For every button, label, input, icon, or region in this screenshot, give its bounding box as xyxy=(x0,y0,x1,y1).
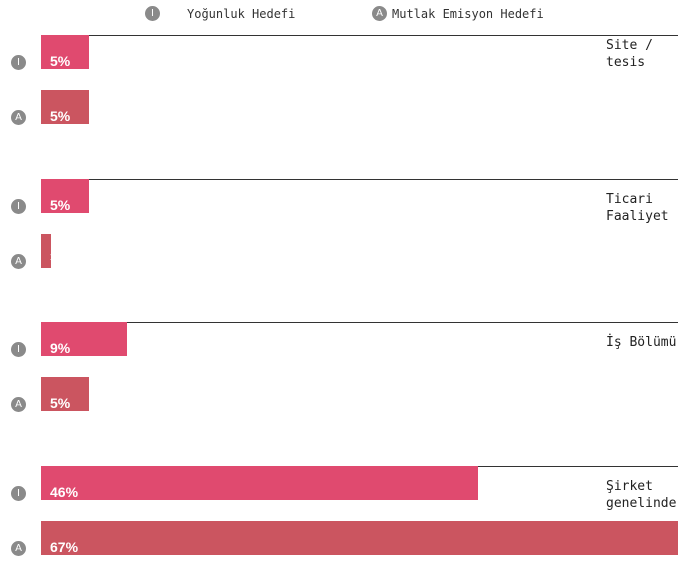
legend-label: Mutlak Emisyon Hedefi xyxy=(392,7,544,21)
value-label: 1% xyxy=(50,251,65,263)
value-label: 5% xyxy=(50,53,71,69)
separator xyxy=(41,178,678,180)
legend-label: Yoğunluk Hedefi xyxy=(187,7,296,21)
series-icon: I xyxy=(11,198,26,214)
series-icon: I xyxy=(11,342,26,357)
category-label: Ticari Faaliyet xyxy=(606,191,669,224)
series-icon: A xyxy=(11,110,26,125)
bar xyxy=(41,35,89,69)
bar xyxy=(41,233,51,268)
value-label: 67% xyxy=(50,538,79,555)
bar xyxy=(41,377,89,411)
legend-icon: I xyxy=(145,6,160,21)
series-icon: I xyxy=(11,485,26,501)
value-label: 9% xyxy=(50,340,71,356)
value-label: 5% xyxy=(50,196,71,213)
bar xyxy=(41,520,678,555)
category-label: Site / tesis xyxy=(606,38,653,70)
separator xyxy=(41,35,678,36)
series-icon: I xyxy=(11,55,26,70)
value-label: 46% xyxy=(50,483,79,500)
value-label: 5% xyxy=(50,395,71,411)
category-label: Şirket genelinde xyxy=(606,478,677,511)
value-label: 5% xyxy=(50,108,71,124)
bar xyxy=(41,178,89,213)
legend-icon: A xyxy=(372,6,387,21)
bar xyxy=(41,90,89,124)
bar xyxy=(41,322,127,356)
separator xyxy=(41,322,678,323)
series-icon: A xyxy=(11,540,26,556)
category-label: İş Bölümü xyxy=(606,335,677,350)
series-icon: A xyxy=(11,253,26,269)
series-icon: A xyxy=(11,397,26,412)
bar xyxy=(41,465,479,500)
